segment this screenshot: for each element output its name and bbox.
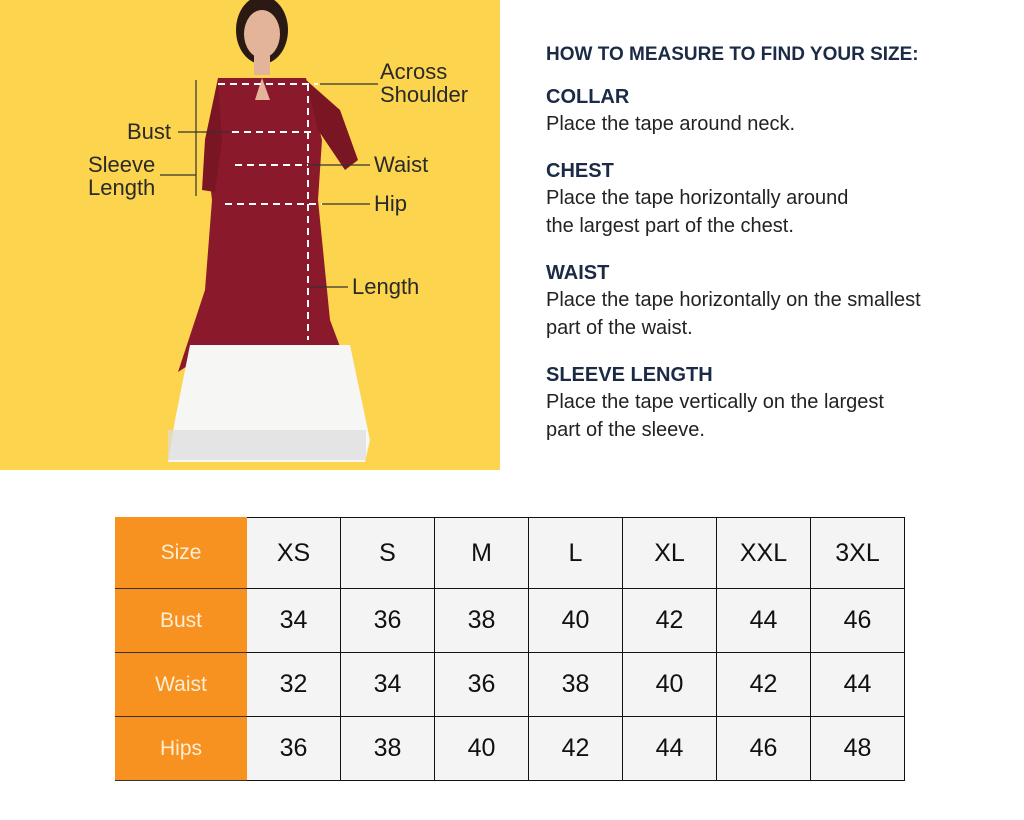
table-cell: 42 bbox=[528, 716, 623, 781]
measurement-guide: HOW TO MEASURE TO FIND YOUR SIZE: COLLAR… bbox=[546, 44, 986, 464]
section-text: Place the tape horizontally around the l… bbox=[546, 187, 849, 237]
section-text: Place the tape around neck. bbox=[546, 113, 796, 135]
section-title: SLEEVE LENGTH bbox=[546, 364, 713, 386]
table-cell: 36 bbox=[434, 652, 529, 717]
table-cell: 42 bbox=[622, 588, 717, 653]
row-header: Size bbox=[115, 517, 247, 589]
table-cell: 46 bbox=[810, 588, 905, 653]
section-title: COLLAR bbox=[546, 86, 630, 108]
table-cell: 42 bbox=[716, 652, 811, 717]
table-cell: 34 bbox=[246, 588, 341, 653]
table-cell: 40 bbox=[622, 652, 717, 717]
table-cell: 44 bbox=[716, 588, 811, 653]
hip-label: Hip bbox=[374, 191, 408, 216]
table-cell: S bbox=[340, 517, 435, 589]
table-cell: XL bbox=[622, 517, 717, 589]
kurta-model-illustration bbox=[160, 0, 378, 462]
table-cell: 32 bbox=[246, 652, 341, 717]
table-cell: 38 bbox=[434, 588, 529, 653]
section-text: Place the tape horizontally on the small… bbox=[546, 289, 921, 339]
table-cell: 48 bbox=[810, 716, 905, 781]
table-cell: 44 bbox=[810, 652, 905, 717]
row-header: Waist bbox=[115, 652, 247, 717]
table-cell: 36 bbox=[246, 716, 341, 781]
section-title: CHEST bbox=[546, 160, 614, 182]
sleeve-length-label: Sleeve Length bbox=[88, 152, 156, 200]
guide-heading: HOW TO MEASURE TO FIND YOUR SIZE: bbox=[546, 44, 919, 65]
table-cell: 46 bbox=[716, 716, 811, 781]
length-label: Length bbox=[352, 274, 420, 299]
table-row: Size XS S M L XL XXL 3XL bbox=[115, 517, 905, 589]
table-row: Hips 36 38 40 42 44 46 48 bbox=[115, 716, 905, 781]
row-header: Bust bbox=[115, 588, 247, 653]
size-chart-table: Size XS S M L XL XXL 3XL Bust 34 36 38 40 42 44 46 Waist… bbox=[115, 517, 905, 781]
model-illustration-panel: Across Shoulder Bust Sleeve Length Waist… bbox=[0, 0, 500, 470]
table-cell: 40 bbox=[434, 716, 529, 781]
section-text: Place the tape vertically on the largest… bbox=[546, 391, 884, 441]
section-title: WAIST bbox=[546, 262, 610, 284]
table-cell: XS bbox=[246, 517, 341, 589]
table-cell: 36 bbox=[340, 588, 435, 653]
table-cell: 40 bbox=[528, 588, 623, 653]
table-cell: L bbox=[528, 517, 623, 589]
table-cell: 3XL bbox=[810, 517, 905, 589]
guide-section-chest: CHEST Place the tape horizontally around… bbox=[546, 158, 986, 240]
table-cell: 34 bbox=[340, 652, 435, 717]
table-row: Bust 34 36 38 40 42 44 46 bbox=[115, 588, 905, 653]
table-row: Waist 32 34 36 38 40 42 44 bbox=[115, 652, 905, 717]
table-cell: 44 bbox=[622, 716, 717, 781]
table-cell: 38 bbox=[340, 716, 435, 781]
across-shoulder-label: Across Shoulder bbox=[380, 59, 469, 107]
guide-section-collar: COLLAR Place the tape around neck. bbox=[546, 84, 986, 138]
table-cell: 38 bbox=[528, 652, 623, 717]
row-header: Hips bbox=[115, 716, 247, 781]
guide-section-sleeve-length: SLEEVE LENGTH Place the tape vertically … bbox=[546, 362, 986, 444]
guide-section-waist: WAIST Place the tape horizontally on the… bbox=[546, 260, 986, 342]
bust-label: Bust bbox=[127, 119, 172, 144]
waist-label: Waist bbox=[374, 152, 429, 177]
table-cell: XXL bbox=[716, 517, 811, 589]
table-cell: M bbox=[434, 517, 529, 589]
